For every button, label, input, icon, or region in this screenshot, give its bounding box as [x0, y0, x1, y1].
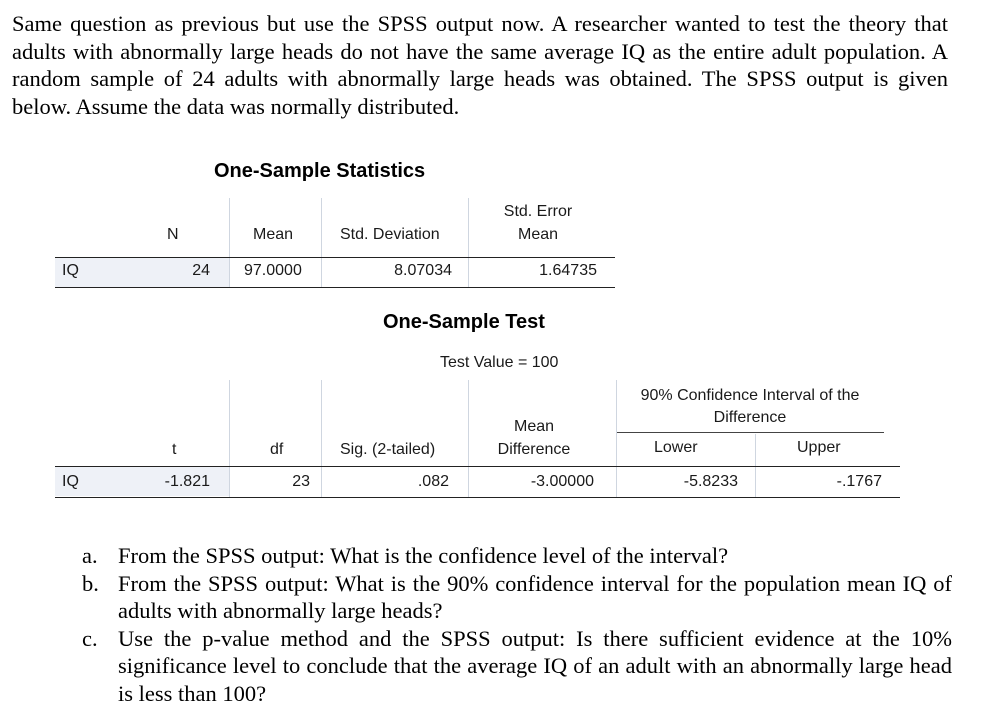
ci-header-line1: 90% Confidence Interval of the: [640, 387, 860, 404]
test-header-upper: Upper: [797, 439, 841, 456]
question-letter: b.: [82, 570, 99, 596]
stats-header-mean: Mean: [253, 226, 294, 243]
stats-table-title: One-Sample Statistics: [214, 160, 426, 182]
test-row-label-band: [55, 466, 229, 496]
test-cell-sig: .082: [417, 473, 449, 490]
question-list: a. From the SPSS output: What is the con…: [82, 542, 952, 707]
stats-cell-se: 1.64735: [539, 262, 597, 279]
stats-grid-line: [229, 198, 230, 288]
stats-row-label-band: [55, 257, 229, 287]
stats-header-se-top: Std. Error: [503, 203, 573, 220]
stats-row-label: IQ: [62, 262, 79, 279]
test-header-rule: [55, 466, 900, 467]
stats-header-n: N: [167, 226, 179, 243]
test-row-label: IQ: [62, 473, 79, 490]
stats-grid-line: [321, 198, 322, 288]
stats-header-rule: [55, 257, 615, 258]
test-value-label: Test Value = 100: [440, 354, 559, 371]
test-header-lower: Lower: [654, 439, 698, 456]
question-a: a. From the SPSS output: What is the con…: [82, 542, 952, 570]
test-grid-line: [468, 380, 469, 498]
question-text: From the SPSS output: What is the 90% co…: [118, 570, 952, 624]
test-grid-line: [229, 380, 230, 498]
question-text: Use the p-value method and the SPSS outp…: [118, 625, 952, 706]
stats-cell-mean: 97.0000: [244, 262, 302, 279]
stats-header-sd: Std. Deviation: [340, 226, 440, 243]
test-header-sig: Sig. (2-tailed): [340, 441, 436, 458]
test-grid-line: [321, 380, 322, 498]
test-grid-line: [616, 380, 617, 498]
test-header-t: t: [172, 441, 177, 458]
stats-bottom-rule: [55, 287, 615, 288]
question-text: From the SPSS output: What is the confid…: [118, 543, 729, 568]
question-letter: a.: [82, 543, 98, 568]
stats-grid-line: [468, 198, 469, 288]
stats-header-se-bottom: Mean: [517, 226, 559, 243]
problem-intro: Same question as previous but use the SP…: [12, 11, 948, 119]
test-cell-ci-upper: -.1767: [836, 473, 882, 490]
test-table-title: One-Sample Test: [383, 311, 545, 333]
question-b: b. From the SPSS output: What is the 90%…: [82, 570, 952, 625]
ci-header-line2: Difference: [713, 409, 787, 426]
ci-header-rule: [616, 432, 884, 433]
test-cell-df: 23: [292, 473, 310, 490]
test-cell-t: -1.821: [164, 473, 210, 490]
test-header-md-bottom: Difference: [497, 441, 571, 458]
stats-cell-n: 24: [192, 262, 210, 279]
question-letter: c.: [82, 625, 98, 651]
stats-cell-sd: 8.07034: [394, 262, 452, 279]
test-header-df: df: [270, 441, 284, 458]
test-header-md-top: Mean: [513, 418, 555, 435]
question-c: c. Use the p-value method and the SPSS o…: [82, 625, 952, 708]
test-cell-ci-lower: -5.8233: [683, 473, 738, 490]
test-cell-mean-difference: -3.00000: [530, 473, 594, 490]
test-bottom-rule: [55, 497, 900, 498]
